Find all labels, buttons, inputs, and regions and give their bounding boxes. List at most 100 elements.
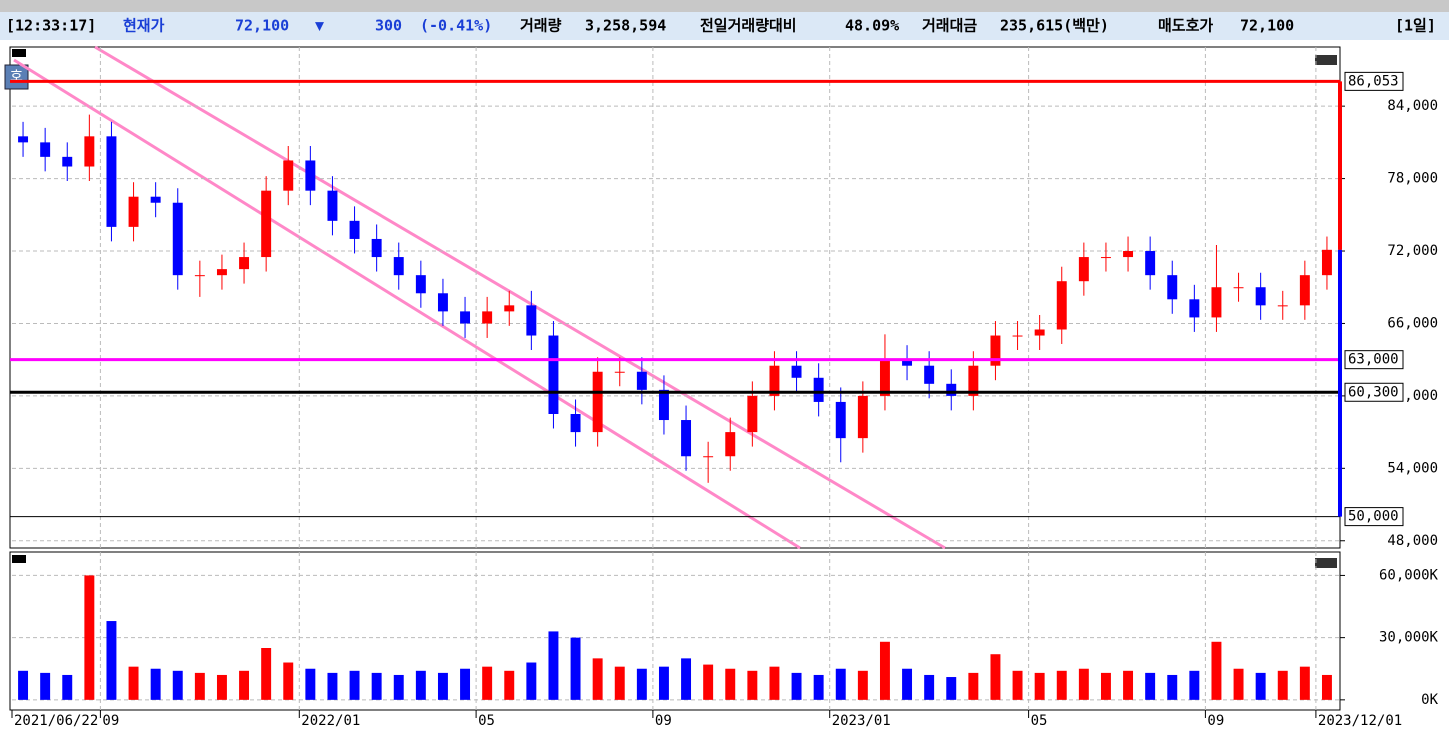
volume-bar: [1145, 672, 1156, 700]
candle-body: [570, 413, 581, 433]
volume-bar: [150, 668, 161, 700]
volume-bar: [636, 668, 647, 700]
candle-body: [1277, 305, 1288, 307]
candle-body: [216, 269, 227, 276]
y-tick-label: 66,000: [1387, 315, 1438, 331]
candle-body: [327, 190, 338, 221]
volume-bar: [194, 672, 205, 700]
candle-body: [18, 136, 29, 143]
volume-bar: [371, 672, 382, 700]
level-label: 50,000: [1348, 509, 1399, 525]
candle-body: [725, 432, 736, 457]
volume-bar: [1211, 641, 1222, 700]
x-tick-label: 09: [1207, 713, 1224, 729]
candle-body: [526, 305, 537, 336]
candle-body: [415, 275, 426, 294]
volume-bar: [548, 631, 559, 700]
volume-panel: [9, 551, 1341, 711]
level-label-box: [1344, 382, 1404, 402]
volume-bar: [1255, 672, 1266, 700]
amount-label: 거래대금: [922, 17, 977, 35]
x-tick-label: 05: [478, 713, 495, 729]
volume-bar: [1012, 670, 1023, 700]
candle-body: [460, 311, 471, 324]
candle-body: [1123, 251, 1134, 258]
change-pct: (-0.41%): [420, 17, 492, 35]
volume: 3,258,594: [585, 17, 666, 35]
volume-bar: [1321, 674, 1332, 700]
candle-body: [1299, 275, 1310, 306]
volume-bar: [504, 670, 515, 700]
volume-bar: [526, 662, 537, 700]
volume-bar: [1100, 672, 1111, 700]
candle-body: [84, 136, 95, 167]
volume-bar: [172, 670, 183, 700]
candle-body: [393, 257, 404, 276]
candle-body: [62, 156, 73, 167]
panel-icon: [12, 555, 26, 563]
volume-bar: [128, 666, 139, 700]
candle-body: [1321, 249, 1332, 276]
volume-bar: [1233, 668, 1244, 700]
volume-bar: [592, 658, 603, 700]
y-tick-label: 48,000: [1387, 533, 1438, 549]
volume-bar: [62, 674, 73, 700]
candle-body: [813, 377, 824, 402]
volume-bar: [239, 670, 250, 700]
volume-bar: [570, 637, 581, 700]
volume-bar: [327, 672, 338, 700]
volume-bar: [791, 672, 802, 700]
ask-label: 매도호가: [1158, 17, 1213, 35]
candle-body: [1056, 281, 1067, 330]
level-label: 60,300: [1348, 384, 1399, 400]
candle-body: [1100, 257, 1111, 259]
toolbar-strip: [0, 0, 1449, 12]
y-tick-label: 72,000: [1387, 243, 1438, 259]
candle-body: [1078, 257, 1089, 282]
volume-bar: [18, 670, 29, 700]
panel-buttons[interactable]: [1315, 558, 1337, 568]
volume-bar: [1056, 670, 1067, 700]
volume-bar: [1299, 666, 1310, 700]
volume-bar: [40, 672, 51, 700]
y-tick-label: 60,000K: [1379, 567, 1439, 583]
volume-bar: [437, 672, 448, 700]
volume-bar: [305, 668, 316, 700]
volume-bar: [1034, 672, 1045, 700]
candle-body: [1189, 299, 1200, 318]
candle-body: [990, 335, 1001, 366]
level-label-box: [1344, 350, 1404, 370]
vs-prev: 48.09%: [845, 17, 899, 35]
candle-body: [283, 160, 294, 191]
volume-bar: [703, 664, 714, 700]
candle-body: [924, 365, 935, 384]
panel-buttons[interactable]: [1315, 55, 1337, 65]
y-tick-label: 30,000K: [1379, 630, 1439, 646]
x-tick-label: 05: [1031, 713, 1048, 729]
candle-body: [791, 365, 802, 378]
x-tick-label: 2021/06/22: [14, 713, 98, 729]
candle-body: [1255, 287, 1266, 306]
change: 300: [375, 17, 402, 35]
candle-body: [835, 401, 846, 439]
volume-bar: [1189, 670, 1200, 700]
candle-body: [1012, 335, 1023, 337]
volume-bar: [968, 672, 979, 700]
candle-body: [769, 365, 780, 396]
trend-channel: [13, 58, 801, 550]
volume-bar: [879, 641, 890, 700]
arrow: ▼: [315, 17, 324, 35]
candle-body: [857, 395, 868, 439]
candle-body: [1145, 251, 1156, 276]
volume-bar: [857, 670, 868, 700]
level-label-box: [1344, 507, 1404, 527]
volume-bar: [946, 677, 957, 700]
candle-body: [703, 456, 714, 458]
candle-body: [1233, 287, 1244, 289]
candle-body: [150, 196, 161, 203]
side-button[interactable]: [4, 64, 29, 90]
y-tick-label: 54,000: [1387, 460, 1438, 476]
candle-body: [614, 371, 625, 373]
y-tick-label: 84,000: [1387, 98, 1438, 114]
